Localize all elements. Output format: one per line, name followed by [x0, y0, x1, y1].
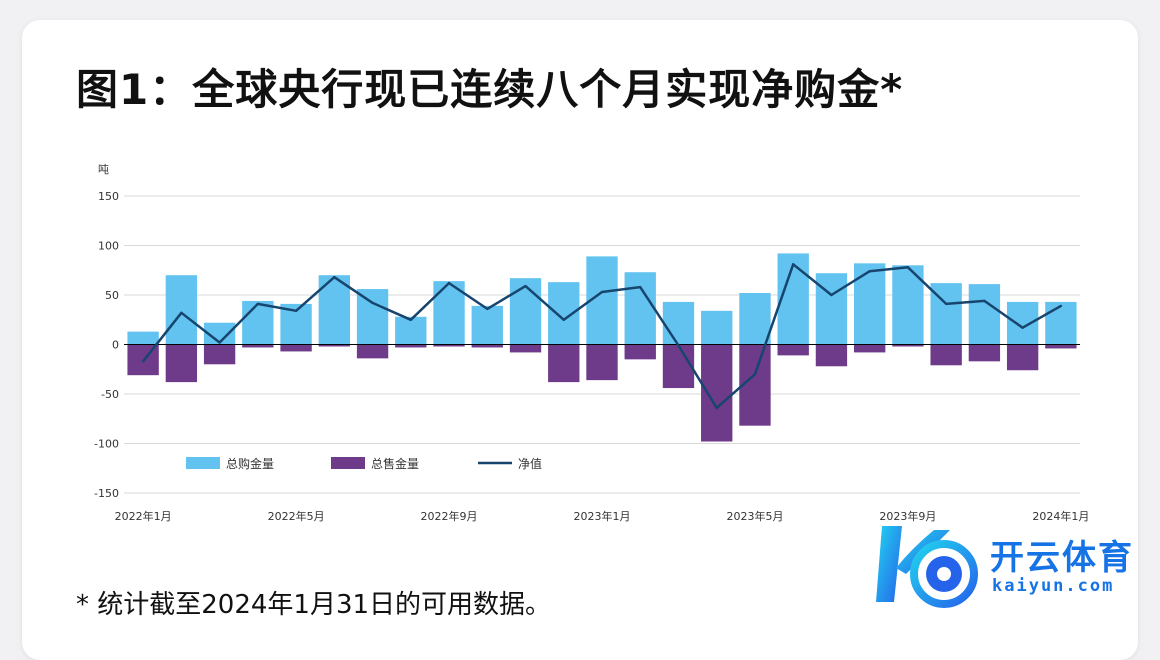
net-point	[753, 373, 757, 376]
purchase-bar	[165, 275, 198, 345]
sale-bar	[777, 344, 809, 356]
purchase-bar	[662, 301, 695, 345]
x-tick-label: 2024年1月	[1032, 509, 1089, 523]
net-point	[294, 309, 298, 313]
sale-bar	[509, 344, 542, 353]
sale-bar	[854, 344, 886, 353]
net-point	[141, 360, 145, 363]
bars	[127, 253, 1077, 442]
logo-text-cn: 开云体育	[990, 538, 1134, 578]
x-tick-labels: 2022年1月 2022年5月 2022年9月 2023年1月 2023年5月 2023年…	[115, 509, 1090, 523]
net-point	[983, 299, 986, 303]
net-point	[906, 266, 910, 269]
sale-bar	[203, 344, 236, 365]
net-point	[1059, 304, 1063, 308]
purchase-bar	[624, 272, 656, 345]
legend-swatch-purchases	[186, 457, 220, 469]
y-tick-label: -150	[94, 487, 119, 500]
sale-bar	[1006, 344, 1039, 371]
net-point	[486, 307, 489, 311]
purchase-bar	[1045, 301, 1077, 345]
net-point	[447, 281, 451, 285]
sale-bar	[586, 344, 618, 381]
net-point	[180, 311, 183, 315]
footnote: * 统计截至2024年1月31日的可用数据。	[76, 590, 552, 620]
legend-label-net: 净值	[518, 456, 542, 471]
net-point	[830, 293, 833, 297]
sale-bar	[930, 344, 962, 366]
x-tick-label: 2022年1月	[115, 509, 172, 523]
purchase-bar	[471, 305, 503, 345]
net-point	[677, 344, 680, 347]
net-point	[944, 302, 948, 306]
net-point	[371, 301, 374, 305]
net-point	[333, 275, 336, 279]
logo-text-en: kaiyun.com	[992, 576, 1115, 596]
sale-bar	[242, 344, 274, 348]
sale-bar	[968, 344, 1001, 362]
x-tick-label: 2022年5月	[268, 509, 325, 523]
y-tick-label: 0	[112, 339, 119, 352]
net-point	[409, 318, 412, 321]
legend-swatch-sales	[331, 457, 365, 469]
sale-bar	[318, 344, 350, 347]
purchase-bar	[739, 293, 771, 345]
brand-logo: 开云体育 kaiyun.com	[872, 518, 1144, 610]
y-tick-label: 150	[98, 190, 119, 203]
net-line	[141, 263, 1063, 410]
chart-title: 图1：全球央行现已连续八个月实现净购金*	[76, 65, 904, 114]
y-tick-labels: 150 100 50 0 -50 -100 -150	[94, 190, 119, 500]
x-tick-label: 2022年9月	[421, 509, 478, 523]
purchase-bar	[854, 263, 886, 345]
net-point	[600, 290, 604, 294]
y-tick-label: -50	[101, 388, 119, 401]
sale-bar	[356, 344, 389, 359]
net-point	[218, 341, 221, 344]
purchase-bar	[968, 284, 1001, 345]
purchase-bar	[127, 331, 159, 345]
y-tick-label: -100	[94, 438, 119, 451]
net-point	[639, 285, 642, 289]
sale-bar	[165, 344, 198, 383]
legend: 总购金量 总售金量 净值	[186, 456, 542, 471]
y-tick-label: 50	[105, 289, 119, 302]
y-unit-label: 吨	[98, 163, 109, 176]
sale-bar	[1045, 344, 1077, 349]
purchase-bar	[356, 289, 389, 345]
sale-bar	[395, 344, 427, 348]
purchase-bar	[395, 316, 427, 345]
legend-label-purchases: 总购金量	[226, 456, 274, 471]
net-point	[868, 270, 871, 273]
net-point	[562, 318, 565, 321]
sale-bar	[548, 344, 580, 383]
legend-label-sales: 总售金量	[371, 456, 419, 471]
x-tick-label: 2023年5月	[726, 509, 783, 523]
sale-bar	[662, 344, 695, 389]
net-point	[1021, 326, 1024, 329]
net-point	[256, 302, 260, 306]
y-tick-label: 100	[98, 240, 119, 253]
x-tick-label: 2023年1月	[574, 509, 631, 523]
purchase-bar	[815, 273, 848, 345]
logo-icon	[876, 526, 978, 608]
sale-bar	[433, 344, 465, 347]
sale-bar	[280, 344, 312, 352]
purchase-bar	[1006, 301, 1039, 345]
purchase-bar	[777, 253, 809, 345]
purchase-bar	[509, 278, 542, 345]
net-point	[792, 263, 795, 266]
x-tick-label: 2023年9月	[879, 509, 936, 523]
net-point	[715, 406, 718, 410]
sale-bar	[624, 344, 656, 360]
sale-bar	[701, 344, 733, 442]
net-point	[524, 284, 527, 288]
sale-bar	[815, 344, 848, 367]
purchase-bar	[701, 310, 733, 345]
purchase-bar	[242, 300, 274, 345]
sale-bar	[471, 344, 503, 348]
sale-bar	[892, 344, 924, 347]
purchase-bar	[203, 322, 236, 345]
